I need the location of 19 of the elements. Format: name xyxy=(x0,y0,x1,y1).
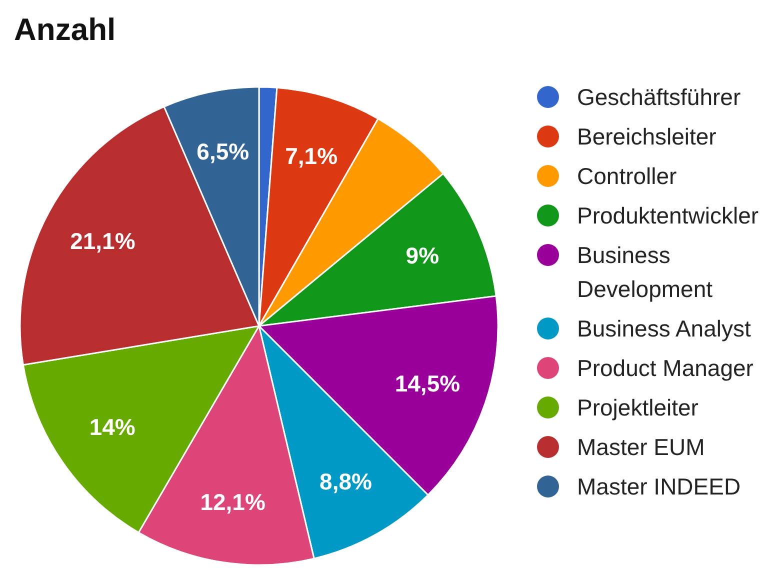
legend-label: Geschäftsführer xyxy=(577,84,741,110)
data-label: 14,5% xyxy=(394,370,460,397)
chart-title: Anzahl xyxy=(14,12,116,47)
legend-label: Bereichsleiter xyxy=(577,124,717,150)
legend-label: Master EUM xyxy=(577,434,705,460)
legend-label: Produktentwickler xyxy=(577,202,759,229)
data-label: 21,1% xyxy=(70,228,136,254)
legend-label: Master INDEED xyxy=(577,474,741,500)
data-label: 6,5% xyxy=(196,138,250,165)
data-label: 7,1% xyxy=(285,142,338,169)
legend-label: Product Manager xyxy=(577,355,754,382)
data-label: 9% xyxy=(406,242,440,268)
legend-label: Projektleiter xyxy=(577,394,699,421)
data-label: 8,8% xyxy=(320,468,372,495)
data-label: 12,1% xyxy=(200,489,266,516)
data-label: 14% xyxy=(89,414,136,440)
legend-label: Controller xyxy=(577,163,678,190)
legend-label: Business Analyst xyxy=(577,316,752,342)
legend-label: Business Development xyxy=(577,242,714,302)
